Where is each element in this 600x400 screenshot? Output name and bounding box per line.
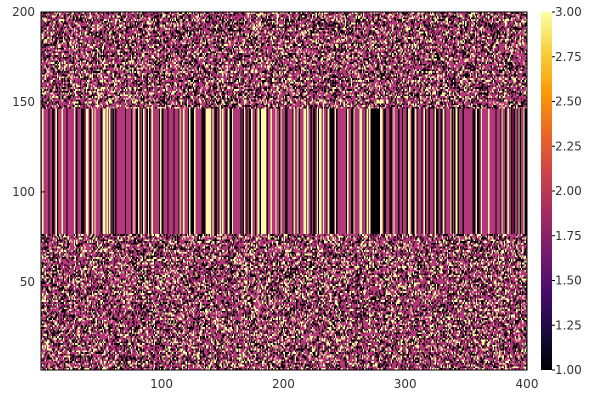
x-tick-label: 200 (272, 377, 295, 391)
y-tick-label: 200 (12, 5, 35, 19)
colorbar-axis: 1.00 1.25 1.50 1.75 2.00 2.25 2.50 2.75 3.00 (552, 5, 582, 377)
colorbar-tick-label: 2.75 (555, 50, 582, 64)
y-tick-label: 100 (12, 185, 35, 199)
x-tick-label: 300 (394, 377, 417, 391)
x-tick-label: 400 (516, 377, 539, 391)
colorbar-tick-label: 2.00 (555, 184, 582, 198)
colorbar (541, 12, 552, 370)
colorbar-tick-label: 1.50 (555, 274, 582, 288)
y-tick-label: 150 (12, 95, 35, 109)
colorbar-tick-label: 2.50 (555, 95, 582, 109)
heatmap-cells (41, 12, 527, 370)
colorbar-tick-label: 2.25 (555, 139, 582, 153)
colorbar-tick-label: 1.75 (555, 229, 582, 243)
x-tick-label: 100 (150, 377, 173, 391)
colorbar-tick-label: 1.25 (555, 318, 582, 332)
y-axis: 50 100 150 200 (12, 5, 45, 289)
colorbar-tick-label: 3.00 (555, 5, 582, 19)
colorbar-tick-label: 1.00 (555, 363, 582, 377)
y-tick-label: 50 (20, 275, 35, 289)
